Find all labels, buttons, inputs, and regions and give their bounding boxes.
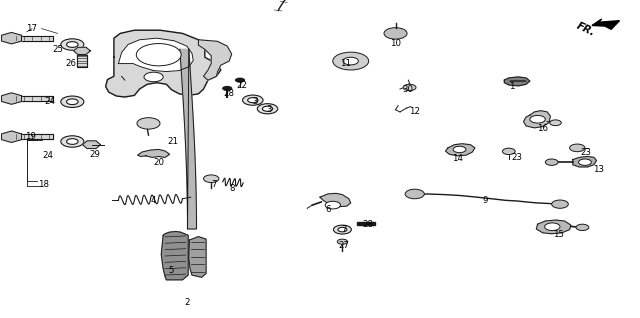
Text: 19: 19 — [26, 132, 36, 141]
Circle shape — [136, 44, 181, 66]
Text: 13: 13 — [593, 165, 604, 174]
Circle shape — [262, 106, 273, 111]
Text: 29: 29 — [90, 150, 100, 159]
Text: 30: 30 — [403, 85, 414, 94]
Circle shape — [545, 159, 558, 165]
Circle shape — [137, 118, 160, 129]
Polygon shape — [106, 30, 221, 97]
Text: 25: 25 — [52, 45, 63, 54]
Polygon shape — [536, 220, 571, 234]
Text: 14: 14 — [452, 154, 463, 163]
Circle shape — [67, 99, 78, 105]
Polygon shape — [1, 131, 22, 142]
Text: 1: 1 — [509, 82, 515, 91]
Circle shape — [243, 95, 263, 105]
Circle shape — [576, 224, 589, 231]
Text: 2: 2 — [184, 298, 189, 307]
Polygon shape — [524, 111, 550, 128]
Circle shape — [67, 42, 78, 47]
Text: 7: 7 — [342, 225, 347, 234]
Text: 10: 10 — [390, 39, 401, 48]
Polygon shape — [504, 77, 530, 86]
Circle shape — [67, 139, 78, 144]
Circle shape — [338, 227, 347, 232]
Circle shape — [61, 136, 84, 147]
Text: 24: 24 — [44, 97, 56, 106]
Polygon shape — [83, 141, 100, 149]
Circle shape — [545, 223, 560, 231]
Circle shape — [552, 200, 568, 208]
Polygon shape — [573, 156, 596, 167]
Circle shape — [550, 120, 561, 126]
Circle shape — [235, 78, 245, 83]
Circle shape — [579, 159, 591, 165]
Text: 20: 20 — [153, 158, 164, 167]
Text: 8: 8 — [229, 184, 234, 193]
Circle shape — [333, 225, 351, 234]
Text: 18: 18 — [38, 180, 49, 189]
Text: 3: 3 — [266, 105, 271, 114]
Text: 17: 17 — [26, 24, 38, 33]
Text: 4: 4 — [151, 197, 156, 205]
Circle shape — [384, 28, 407, 39]
Text: 6: 6 — [325, 205, 330, 214]
Polygon shape — [180, 49, 196, 229]
Text: 7: 7 — [212, 180, 217, 189]
Circle shape — [144, 72, 163, 82]
Text: 23: 23 — [580, 148, 591, 156]
Polygon shape — [12, 96, 53, 101]
Circle shape — [502, 148, 515, 155]
Text: 22: 22 — [236, 81, 248, 90]
Polygon shape — [77, 55, 87, 67]
Circle shape — [333, 52, 369, 70]
Polygon shape — [161, 232, 188, 280]
Text: 24: 24 — [42, 151, 54, 160]
Polygon shape — [118, 38, 193, 72]
Polygon shape — [12, 134, 53, 139]
Polygon shape — [74, 47, 90, 54]
Text: 21: 21 — [167, 137, 179, 146]
Text: FR.: FR. — [575, 21, 596, 38]
Polygon shape — [592, 19, 620, 29]
Circle shape — [530, 115, 545, 123]
Circle shape — [61, 39, 84, 50]
Circle shape — [405, 189, 424, 199]
Polygon shape — [189, 237, 206, 277]
Text: 9: 9 — [483, 197, 488, 205]
Polygon shape — [445, 144, 475, 156]
Text: 3: 3 — [252, 97, 257, 106]
Text: 28: 28 — [362, 220, 374, 229]
Polygon shape — [198, 40, 232, 80]
Text: 11: 11 — [340, 59, 351, 68]
Circle shape — [222, 86, 232, 91]
Circle shape — [570, 144, 585, 152]
Text: 12: 12 — [409, 107, 420, 116]
Circle shape — [337, 239, 348, 244]
Text: 27: 27 — [339, 241, 350, 250]
Polygon shape — [320, 193, 351, 207]
Circle shape — [257, 104, 278, 114]
Circle shape — [403, 84, 416, 91]
Circle shape — [61, 96, 84, 107]
Text: 23: 23 — [511, 153, 523, 162]
Polygon shape — [138, 149, 170, 157]
Circle shape — [325, 201, 340, 209]
Bar — [357, 222, 375, 225]
Polygon shape — [1, 93, 22, 104]
Text: 26: 26 — [65, 59, 76, 68]
Polygon shape — [1, 32, 22, 44]
Circle shape — [248, 98, 258, 103]
Circle shape — [204, 175, 219, 183]
Text: 5: 5 — [169, 266, 174, 275]
Text: 15: 15 — [552, 230, 564, 239]
Text: 28: 28 — [223, 89, 235, 98]
Polygon shape — [12, 36, 53, 41]
Text: 16: 16 — [537, 124, 548, 133]
Circle shape — [343, 57, 358, 65]
Circle shape — [453, 146, 466, 153]
